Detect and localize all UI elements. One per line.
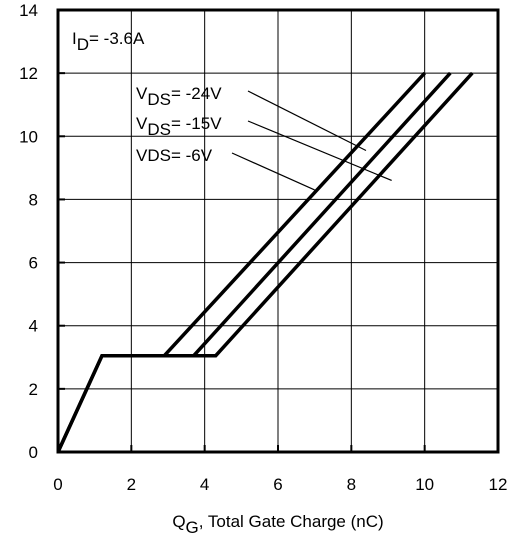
x-tick-label: 4	[200, 475, 209, 494]
y-tick-label: 0	[29, 443, 38, 462]
vds-label-3: VDS= -6V	[136, 146, 213, 165]
vds-label-2: VDS= -15V	[136, 114, 222, 139]
y-tick-label: 8	[29, 190, 38, 209]
y-tick-label: 12	[19, 64, 38, 83]
y-tick-label: 2	[29, 380, 38, 399]
chart-text: 0 2 4 6 8 10 12 0 2 4 6 8 10 12 14 ID= -3.6A VDS= -24V VD…	[19, 1, 507, 537]
series-line-2	[56, 71, 452, 453]
vds-leader-line-3	[231, 152, 315, 191]
vds-leader-line-2	[247, 120, 392, 182]
x-tick-label: 12	[489, 475, 508, 494]
y-tick-label: 14	[19, 1, 38, 20]
x-tick-label: 2	[127, 475, 136, 494]
callout-leaders	[231, 90, 392, 191]
y-tick-label: 10	[19, 127, 38, 146]
series-line-3	[163, 71, 426, 357]
y-tick-label: 6	[29, 254, 38, 273]
axis-ticks	[57, 9, 499, 453]
x-tick-label: 8	[347, 475, 356, 494]
y-tick-label: 4	[29, 317, 38, 336]
series-lines	[56, 71, 474, 453]
vds-leader-line-1	[247, 90, 367, 152]
x-tick-label: 10	[415, 475, 434, 494]
x-tick-label: 6	[273, 475, 282, 494]
grid-lines	[58, 10, 498, 452]
x-axis-label: QG, Total Gate Charge (nC)	[172, 512, 383, 537]
vds-label-1: VDS= -24V	[136, 84, 222, 109]
drain-current-label: ID= -3.6A	[72, 29, 145, 54]
x-tick-label: 0	[53, 475, 62, 494]
